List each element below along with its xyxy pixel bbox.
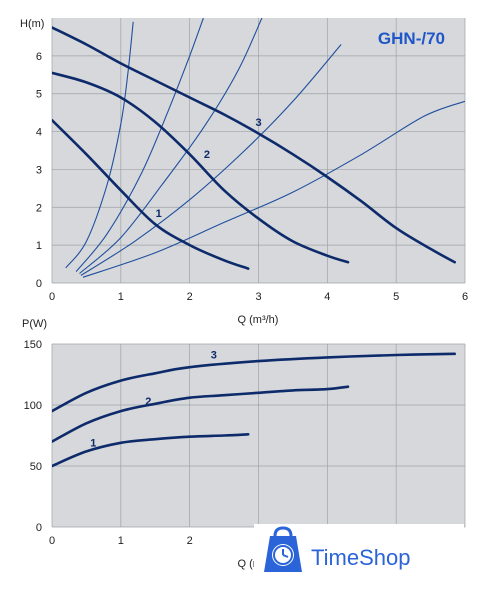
head-flow-chart: 0 1 2 3 4 5 6 0 1 2 3 4 5 6 H(m) Q (m³/h) 1 2 3 GHN-/70 <box>20 18 468 326</box>
curve-number-label: 2 <box>145 396 151 408</box>
y-tick-label: 4 <box>36 127 42 139</box>
x-tick-label: 2 <box>187 291 193 303</box>
y-tick-label: 50 <box>30 461 42 473</box>
y-tick-label: 0 <box>36 522 42 534</box>
y-tick-label: 5 <box>36 89 42 101</box>
clock-bag-icon <box>264 526 302 572</box>
y-tick-label: 100 <box>24 400 42 412</box>
system-curve <box>65 21 134 269</box>
x-tick-label: 4 <box>324 291 330 303</box>
system-curve <box>82 100 465 278</box>
x-tick-label: 1 <box>118 291 124 303</box>
brand-name: TimeShop <box>311 545 410 570</box>
x-tick-label: 0 <box>49 535 55 547</box>
series-1-line <box>52 433 250 468</box>
curve-number-label: 2 <box>204 149 210 161</box>
y-tick-label: 1 <box>36 240 42 252</box>
series-2-line <box>52 385 350 443</box>
x-axis-label: Q (m³/h) <box>238 314 279 326</box>
system-curve <box>79 18 263 274</box>
y-tick-label: 150 <box>24 339 42 351</box>
system-curve <box>75 18 204 272</box>
y-axis-label: H(m) <box>20 18 44 30</box>
series-2-line <box>52 71 350 264</box>
brand-logo: TimeShop <box>254 524 464 590</box>
x-tick-label: 0 <box>49 291 55 303</box>
x-tick-label: 3 <box>255 291 261 303</box>
curve-number-label: 3 <box>255 117 261 129</box>
x-tick-label: 1 <box>118 535 124 547</box>
x-tick-label: 6 <box>462 291 468 303</box>
y-tick-label: 3 <box>36 164 42 176</box>
y-tick-label: 0 <box>36 278 42 290</box>
x-tick-label: 2 <box>187 535 193 547</box>
y-axis-label: P(W) <box>22 318 47 330</box>
curve-number-label: 1 <box>90 437 96 449</box>
x-tick-label: 5 <box>393 291 399 303</box>
curve-number-label: 3 <box>211 350 217 362</box>
series-3-line <box>52 352 456 413</box>
series-3-line <box>52 26 456 264</box>
series-1-line <box>52 118 250 270</box>
curve-number-label: 1 <box>156 208 162 220</box>
system-curve <box>80 44 342 276</box>
y-tick-label: 6 <box>36 51 42 63</box>
chart-title: GHN-/70 <box>378 29 445 48</box>
y-tick-label: 2 <box>36 202 42 214</box>
